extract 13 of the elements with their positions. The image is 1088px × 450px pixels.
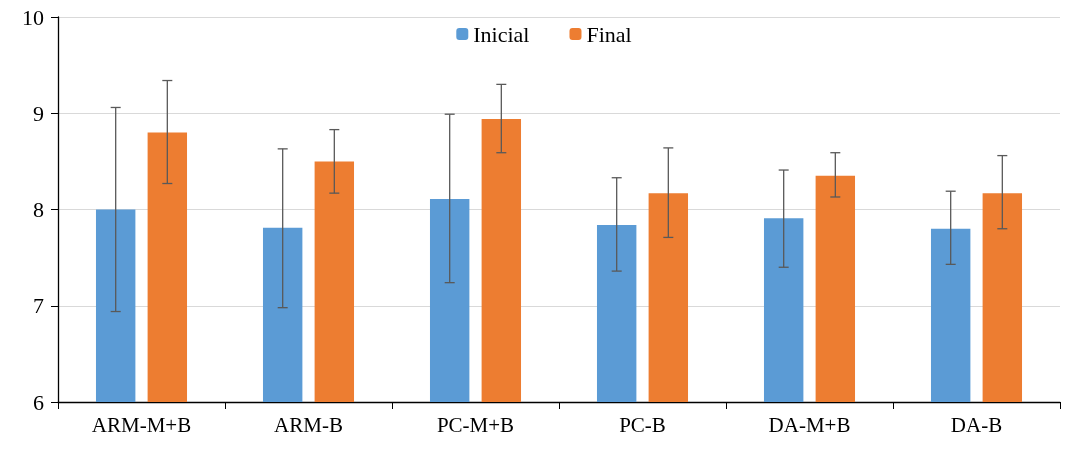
x-tick-label: ARM-B	[274, 412, 343, 437]
x-tick-label: PC-B	[619, 412, 666, 437]
x-tick-label: DA-M+B	[768, 412, 851, 437]
y-tick-label: 9	[33, 100, 44, 126]
y-tick-label: 10	[22, 4, 44, 30]
x-tick-label: DA-B	[950, 412, 1003, 437]
y-tick-label: 6	[33, 389, 44, 415]
x-tick-label: PC-M+B	[436, 412, 515, 437]
legend-label: Inicial	[473, 21, 530, 47]
y-tick-label: 7	[33, 293, 44, 319]
y-tick-label: 8	[33, 197, 44, 222]
legend-label: Final	[586, 21, 632, 47]
x-tick-label: ARM-M+B	[91, 412, 192, 437]
